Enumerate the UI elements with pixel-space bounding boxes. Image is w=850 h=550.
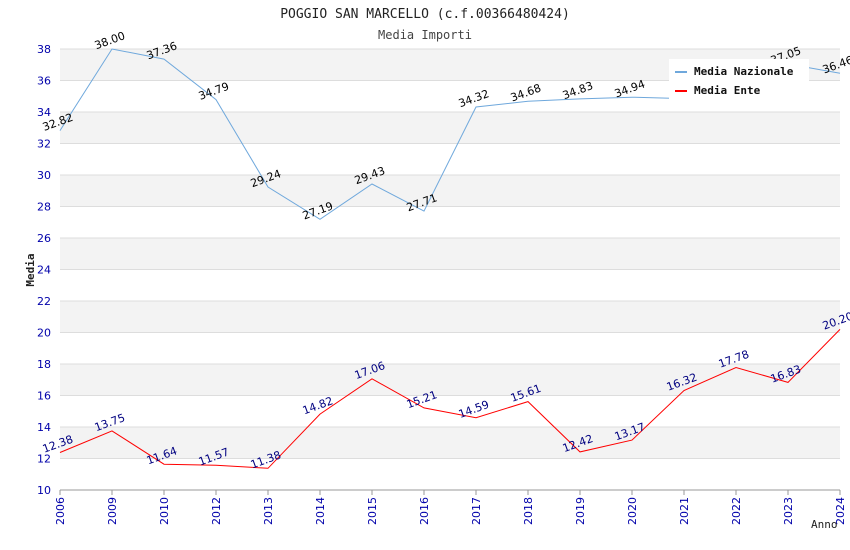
x-tick-label: 2013 (262, 497, 275, 525)
y-tick-label: 30 (37, 169, 51, 182)
x-tick-label: 2022 (730, 497, 743, 525)
y-tick-label: 32 (37, 138, 51, 151)
y-tick-label: 10 (37, 484, 51, 497)
x-tick-label: 2010 (158, 497, 171, 525)
y-tick-label: 34 (37, 106, 51, 119)
x-tick-label: 2023 (782, 497, 795, 525)
y-tick-label: 20 (37, 327, 51, 340)
y-axis-label: Media (24, 253, 37, 286)
grid-band (60, 301, 840, 333)
legend: Media Nazionale Media Ente (669, 59, 809, 101)
x-tick-label: 2021 (678, 497, 691, 525)
x-tick-label: 2014 (314, 497, 327, 525)
grid-bands (60, 48, 840, 491)
grid-band (60, 206, 840, 238)
legend-label-ente: Media Ente (694, 84, 761, 97)
x-tick-label: 2020 (626, 497, 639, 525)
y-tick-label: 28 (37, 201, 51, 214)
series-line-1 (59, 329, 841, 469)
grid-band (60, 238, 840, 270)
x-tick-label: 2017 (470, 497, 483, 525)
y-axis-ticks: 10 12 14 16 18 20 22 24 26 28 30 32 34 36 38 (37, 43, 51, 497)
y-tick-label: 14 (37, 421, 51, 434)
legend-label-nazionale: Media Nazionale (694, 65, 794, 78)
grid-band (60, 332, 840, 364)
grid-band (60, 395, 840, 427)
x-tick-label: 2016 (418, 497, 431, 525)
y-tick-label: 22 (37, 295, 51, 308)
y-tick-label: 26 (37, 232, 51, 245)
y-tick-label: 38 (37, 43, 51, 56)
grid-band (60, 175, 840, 207)
x-axis-ticks: 2006 2009 2010 2012 2013 2014 2015 2016 2017 2018… (54, 490, 847, 525)
x-tick-label: 2009 (106, 497, 119, 525)
x-tick-label: 2012 (210, 497, 223, 525)
y-tick-label: 24 (37, 264, 51, 277)
x-tick-label: 2024 (834, 497, 847, 525)
x-tick-label: 2019 (574, 497, 587, 525)
grid-band (60, 458, 840, 490)
grid-band (60, 427, 840, 459)
y-tick-label: 12 (37, 453, 51, 466)
legend-box (669, 59, 809, 101)
y-tick-label: 16 (37, 390, 51, 403)
x-tick-label: 2015 (366, 497, 379, 525)
grid-band (60, 112, 840, 144)
grid-band (60, 269, 840, 301)
grid-band (60, 364, 840, 396)
chart-subtitle: Media Importi (378, 28, 472, 42)
y-tick-label: 36 (37, 75, 51, 88)
chart-title: POGGIO SAN MARCELLO (c.f.00366480424) (280, 7, 570, 22)
x-tick-label: 2018 (522, 497, 535, 525)
x-tick-label: 2006 (54, 497, 67, 525)
y-tick-label: 18 (37, 358, 51, 371)
x-axis-label: Anno (811, 518, 838, 531)
